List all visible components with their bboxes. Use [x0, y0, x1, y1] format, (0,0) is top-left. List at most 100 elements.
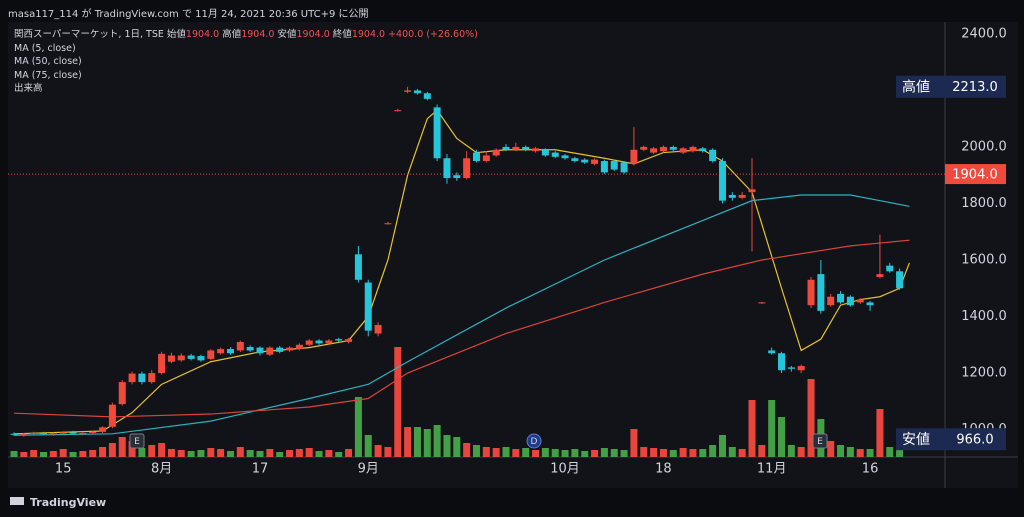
volume-bar: [256, 451, 264, 457]
volume-bar: [246, 450, 254, 457]
candle-body: [423, 93, 431, 99]
candle-body: [40, 432, 48, 435]
volume-bar: [827, 441, 835, 457]
publish-info: masa117_114 が TradingView.com で 11月 24, …: [8, 9, 369, 20]
volume-bar: [856, 449, 864, 457]
volume-bar: [276, 452, 284, 457]
candle-body: [630, 149, 638, 164]
volume-bar: [512, 449, 520, 457]
volume-bar: [738, 449, 746, 457]
event-markers: E D E: [129, 433, 828, 449]
volume-bar: [118, 437, 126, 457]
candle-body: [433, 107, 441, 159]
price-tag-label: 高値: [902, 79, 930, 96]
volume-bar: [659, 449, 667, 457]
volume-bar: [197, 450, 205, 457]
candle-body: [669, 146, 677, 150]
volume-bar: [640, 447, 648, 457]
volume-bar: [394, 347, 402, 457]
x-tick-label: 16: [862, 462, 879, 477]
candle-body: [453, 175, 461, 179]
volume-bar: [896, 449, 904, 457]
candle-body: [807, 279, 815, 306]
volume-bar: [226, 451, 234, 457]
volume-bar: [108, 443, 116, 457]
candle-body: [522, 146, 530, 150]
candle-body: [689, 146, 697, 152]
volume-bar: [404, 427, 412, 457]
volume-bar: [187, 451, 195, 457]
candle-body: [246, 347, 254, 351]
candle-body: [561, 155, 569, 159]
candle-body: [551, 152, 559, 157]
candle-body: [404, 90, 412, 92]
indicator[interactable]: MA (5, close): [14, 42, 76, 54]
volume-bar: [99, 447, 107, 457]
x-tick-label: 9月: [358, 462, 379, 477]
volume-bar: [30, 450, 38, 457]
candle-body: [207, 350, 215, 359]
candle-body: [778, 353, 786, 371]
event-marker[interactable]: [812, 433, 828, 449]
indicator[interactable]: MA (50, close): [14, 56, 82, 67]
indicator[interactable]: MA (75, close): [14, 69, 82, 81]
candle-body: [217, 349, 225, 354]
volume-bar: [502, 447, 510, 457]
volume-bar: [846, 447, 854, 457]
volume-bar: [413, 427, 421, 457]
indicator[interactable]: 出来高: [14, 83, 43, 94]
ohlc-value: 1904.0: [351, 29, 386, 40]
chart-panel: [8, 22, 1018, 488]
volume-bar: [443, 435, 451, 457]
candle-body: [177, 355, 185, 361]
x-tick-label: 15: [55, 462, 72, 477]
candle-body: [364, 282, 372, 331]
brand: TradingView: [30, 496, 107, 509]
candle-body: [276, 347, 284, 352]
volume-bar: [49, 451, 57, 457]
candle-body: [158, 353, 166, 374]
change: +400.0 (+26.60%): [388, 29, 478, 40]
candle-body: [59, 432, 67, 434]
volume-bar: [728, 447, 736, 457]
candle-body: [128, 373, 136, 383]
candle-body: [650, 148, 658, 153]
volume-bar: [286, 450, 294, 457]
candle-body: [817, 274, 825, 311]
symbol-line: 関西スーパーマーケット, 1日, TSE 始値1904.0 高値1904.0 安…: [14, 28, 478, 42]
volume-bar: [40, 452, 48, 457]
volume-bar: [472, 445, 480, 457]
volume-bar: [630, 429, 638, 457]
candle-body: [758, 302, 766, 304]
y-tick-label: 1600.0: [961, 252, 1007, 267]
y-tick-label: 2000.0: [961, 139, 1007, 154]
candle-body: [866, 302, 874, 306]
event-marker[interactable]: [526, 433, 542, 449]
candle-body: [482, 155, 490, 162]
candle-body: [354, 254, 362, 280]
volume-bar: [807, 379, 815, 457]
volume-bar: [689, 449, 697, 457]
candle-body: [620, 162, 628, 173]
volume-bar: [709, 445, 717, 457]
x-tick-label: 8月: [151, 462, 172, 477]
event-marker[interactable]: [129, 433, 145, 449]
volume-bar: [866, 449, 874, 457]
candle-body: [610, 161, 618, 170]
volume-bar: [620, 450, 628, 457]
volume-bar: [148, 445, 156, 457]
volume-bar: [305, 448, 313, 457]
ohlc-value: 1904.0: [241, 29, 275, 40]
candle-body: [640, 146, 648, 150]
candle-body: [49, 433, 57, 435]
candle-body: [187, 355, 195, 359]
volume-bar: [384, 447, 392, 457]
candle-body: [768, 350, 776, 354]
candle-body: [10, 433, 18, 435]
last-price-tag: [945, 164, 1006, 185]
volume-bar: [79, 451, 87, 457]
volume-bar: [699, 449, 707, 457]
candle-body: [728, 194, 736, 198]
volume-bar: [345, 449, 353, 457]
volume-bar: [354, 397, 362, 457]
